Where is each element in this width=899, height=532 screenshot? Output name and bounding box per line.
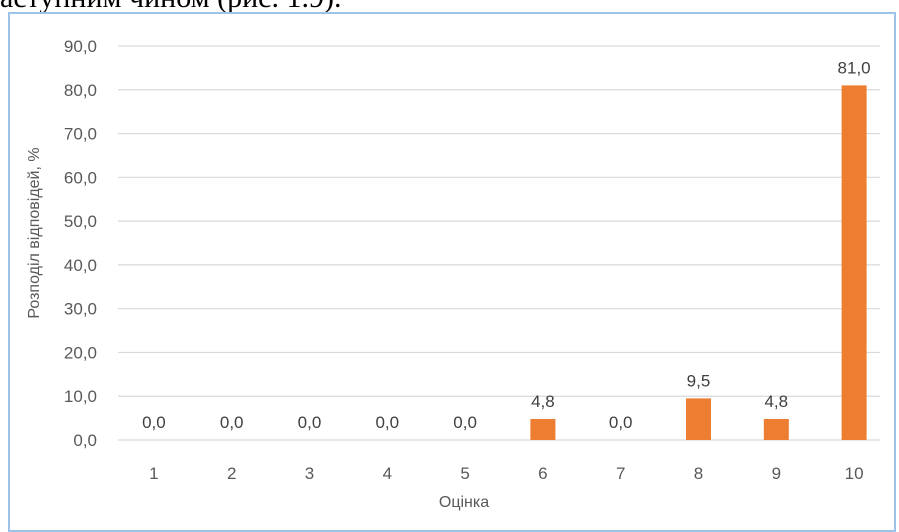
x-tick-label: 10 bbox=[845, 464, 864, 483]
y-tick-label: 30,0 bbox=[64, 300, 97, 319]
x-tick-label: 5 bbox=[460, 464, 469, 483]
data-label: 0,0 bbox=[609, 413, 633, 432]
data-label: 9,5 bbox=[687, 371, 711, 390]
y-tick-label: 50,0 bbox=[64, 212, 97, 231]
x-tick-label: 9 bbox=[772, 464, 781, 483]
y-tick-label: 40,0 bbox=[64, 256, 97, 275]
data-label: 0,0 bbox=[298, 413, 322, 432]
bar bbox=[763, 418, 789, 440]
y-tick-label: 0,0 bbox=[73, 431, 97, 450]
data-labels: 0,0 0,0 0,0 0,0 0,0 4,8 0,0 9,5 4,8 81,0 bbox=[142, 58, 871, 432]
bar bbox=[841, 85, 867, 441]
x-tick-label: 4 bbox=[383, 464, 392, 483]
bar bbox=[686, 398, 711, 440]
bar bbox=[530, 418, 556, 440]
data-label: 81,0 bbox=[838, 58, 871, 77]
y-tick-label: 80,0 bbox=[64, 81, 97, 100]
x-tick-label: 7 bbox=[616, 464, 625, 483]
y-tick-label: 10,0 bbox=[64, 387, 97, 406]
y-tick-label: 60,0 bbox=[64, 168, 97, 187]
x-tick-label: 2 bbox=[227, 464, 236, 483]
y-tick-label: 20,0 bbox=[64, 343, 97, 362]
x-tick-label: 1 bbox=[149, 464, 158, 483]
chart-frame bbox=[8, 12, 896, 532]
x-tick-label: 8 bbox=[694, 464, 703, 483]
x-tick-label: 3 bbox=[305, 464, 314, 483]
bars bbox=[530, 85, 867, 441]
x-axis-title: Оцінка bbox=[439, 494, 489, 511]
y-axis-title: Розподіл відповідей, % bbox=[26, 147, 43, 318]
data-label: 0,0 bbox=[375, 413, 399, 432]
x-tick-labels: 1 2 3 4 5 6 7 8 9 10 bbox=[149, 464, 863, 483]
data-label: 4,8 bbox=[764, 392, 788, 411]
data-label: 4,8 bbox=[531, 392, 555, 411]
y-tick-label: 70,0 bbox=[64, 125, 97, 144]
data-label: 0,0 bbox=[142, 413, 166, 432]
gridlines bbox=[118, 45, 880, 441]
x-tick-label: 6 bbox=[538, 464, 547, 483]
bar-chart: 0,010,020,030,040,050,060,070,080,090,0 … bbox=[26, 37, 880, 511]
y-tick-labels: 0,0 10,0 20,0 30,0 40,0 50,0 60,0 70,0 80,0 90,0 bbox=[64, 37, 97, 450]
caption-text-fragment: аступним чином (рис. 1.9). bbox=[0, 0, 899, 16]
data-label: 0,0 bbox=[453, 413, 477, 432]
data-label: 0,0 bbox=[220, 413, 244, 432]
y-tick-label: 90,0 bbox=[64, 37, 97, 56]
